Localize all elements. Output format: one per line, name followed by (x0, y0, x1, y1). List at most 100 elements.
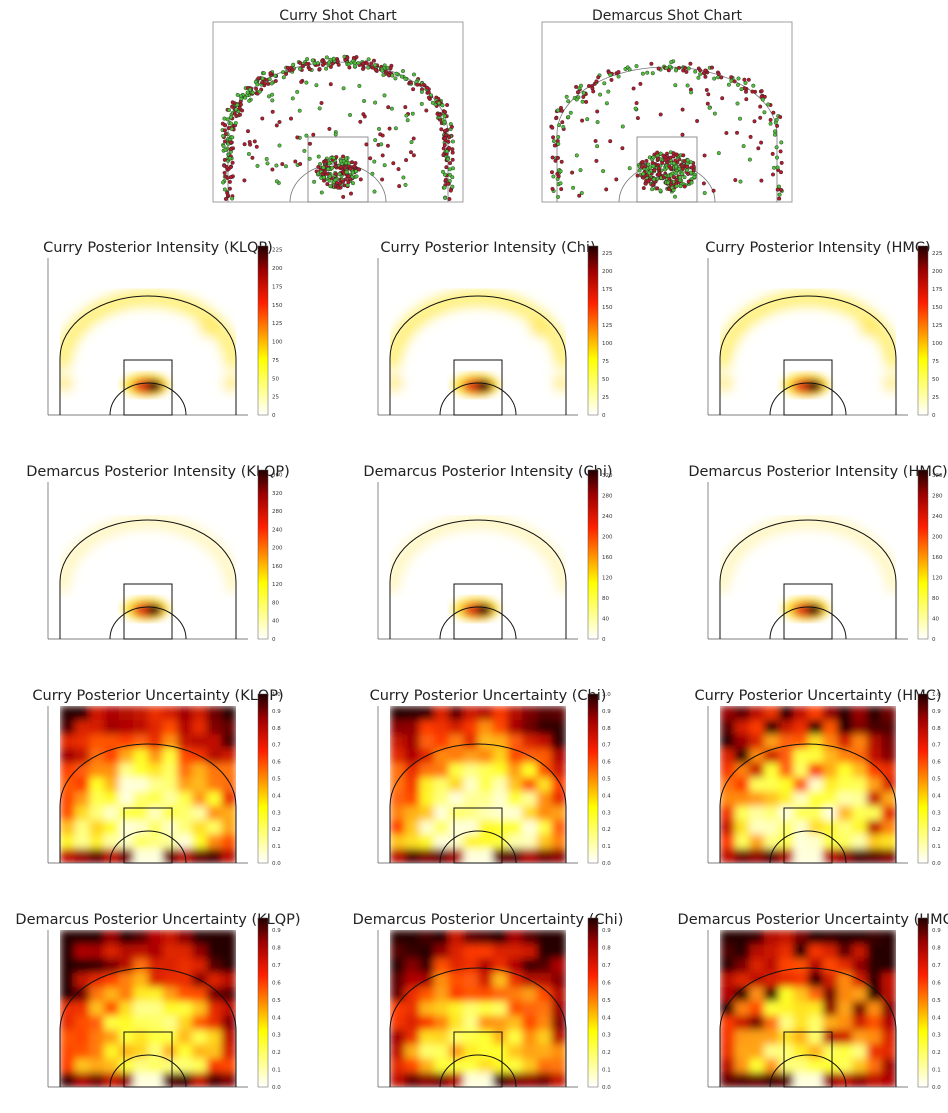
made-shot-point (641, 171, 646, 176)
heatmap-image (720, 516, 896, 621)
made-shot-point (595, 144, 600, 149)
made-shot-point (647, 170, 652, 175)
missed-shot-point (254, 144, 259, 149)
missed-shot-point (270, 167, 275, 172)
missed-shot-point (650, 183, 655, 188)
colorbar-tick-label: 0.1 (272, 844, 281, 850)
made-shot-point (729, 78, 734, 83)
court-lines (389, 743, 567, 864)
made-shot-point (333, 177, 338, 182)
colorbar-gradient (257, 245, 269, 416)
colorbar-gradient (917, 245, 929, 416)
made-shot-point (633, 106, 638, 111)
colorbar: 0 40 80 120 160 200 240 280 320 360 (257, 469, 283, 643)
colorbar-tick-label: 75 (272, 358, 279, 364)
made-shot-point (270, 98, 275, 103)
made-shot-point (344, 160, 349, 165)
made-shot-point (274, 163, 279, 168)
made-shot-point (558, 181, 563, 186)
missed-shot-point (775, 187, 780, 192)
made-shot-point (602, 81, 607, 86)
made-shot-point (312, 179, 317, 184)
missed-shot-point (446, 139, 451, 144)
made-shot-point (419, 101, 424, 106)
made-shot-point (698, 72, 703, 77)
missed-shot-point (445, 102, 450, 107)
missed-shot-point (682, 184, 687, 189)
missed-shot-point (550, 186, 555, 191)
colorbar-tick-label: 0.2 (272, 827, 281, 833)
colorbar-tick-label: 240 (932, 514, 943, 520)
made-shot-point (739, 87, 744, 92)
colorbar-tick-label: 0.2 (932, 827, 941, 833)
made-shot-point (274, 179, 279, 184)
made-shot-point (352, 64, 357, 69)
made-shot-point (223, 147, 228, 152)
colorbar-tick-label: 0.7 (602, 963, 611, 969)
made-shot-point (551, 174, 556, 179)
missed-shot-point (368, 156, 373, 161)
missed-shot-point (688, 61, 693, 66)
missed-shot-point (442, 143, 447, 148)
colorbar-tick-label: 0 (602, 637, 606, 643)
missed-shot-point (220, 121, 225, 126)
missed-shot-point (635, 173, 640, 178)
colorbar-tick-label: 80 (272, 601, 279, 607)
court-lines (59, 743, 237, 864)
made-shot-point (316, 154, 321, 159)
missed-shot-point (364, 61, 369, 66)
heatmap-title: Curry Posterior Intensity (Chi) (380, 240, 595, 256)
made-shot-point (330, 165, 335, 170)
colorbar-tick-label: 125 (272, 321, 283, 327)
colorbar-gradient (587, 917, 599, 1088)
made-shot-point (775, 155, 780, 160)
made-shot-point (637, 168, 642, 173)
heatmap-panel: Curry Posterior Intensity (HMC) 0 25 50 75 10… (705, 240, 943, 419)
missed-shot-point (560, 120, 565, 125)
missed-shot-point (404, 158, 409, 163)
missed-shot-point (240, 108, 245, 113)
made-shot-point (651, 177, 656, 182)
colorbar-gradient (257, 469, 269, 640)
missed-shot-point (274, 123, 279, 128)
missed-shot-point (356, 167, 361, 172)
free-throw-circle (289, 163, 387, 203)
missed-shot-point (641, 186, 646, 191)
missed-shot-point (666, 68, 671, 73)
missed-shot-point (779, 187, 784, 192)
missed-shot-point (252, 139, 257, 144)
missed-shot-point (643, 181, 648, 186)
missed-shot-point (333, 164, 338, 169)
made-shot-point (442, 120, 447, 125)
made-shot-point (557, 123, 562, 128)
colorbar-tick-label: 0.1 (602, 844, 611, 850)
made-shot-point (680, 171, 685, 176)
missed-shot-point (328, 82, 333, 87)
missed-shot-point (380, 177, 385, 182)
made-shot-point (760, 97, 765, 102)
missed-shot-point (552, 143, 557, 148)
missed-shot-point (559, 108, 564, 113)
made-shot-point (442, 185, 447, 190)
missed-shot-point (341, 179, 346, 184)
missed-shot-point (361, 112, 366, 117)
colorbar-gradient (917, 693, 929, 864)
made-shot-point (344, 170, 349, 175)
colorbar-tick-label: 75 (932, 359, 939, 365)
made-shot-point (390, 73, 395, 78)
made-shot-point (667, 64, 672, 69)
made-shot-point (277, 143, 282, 148)
missed-shot-point (387, 73, 392, 78)
missed-shot-point (744, 97, 749, 102)
heatmap-panel: Curry Posterior Uncertainty (HMC)0.00.10… (694, 688, 941, 867)
heatmap-image (60, 706, 236, 863)
made-shot-point (270, 92, 275, 97)
made-shot-point (261, 71, 266, 76)
made-shot-point (356, 61, 361, 66)
missed-shot-point (293, 159, 298, 164)
missed-shot-point (361, 61, 366, 66)
colorbar-tick-label: 40 (602, 617, 609, 623)
missed-shot-point (559, 159, 564, 164)
missed-shot-point (325, 182, 330, 187)
colorbar-tick-label: 0.6 (272, 760, 281, 766)
